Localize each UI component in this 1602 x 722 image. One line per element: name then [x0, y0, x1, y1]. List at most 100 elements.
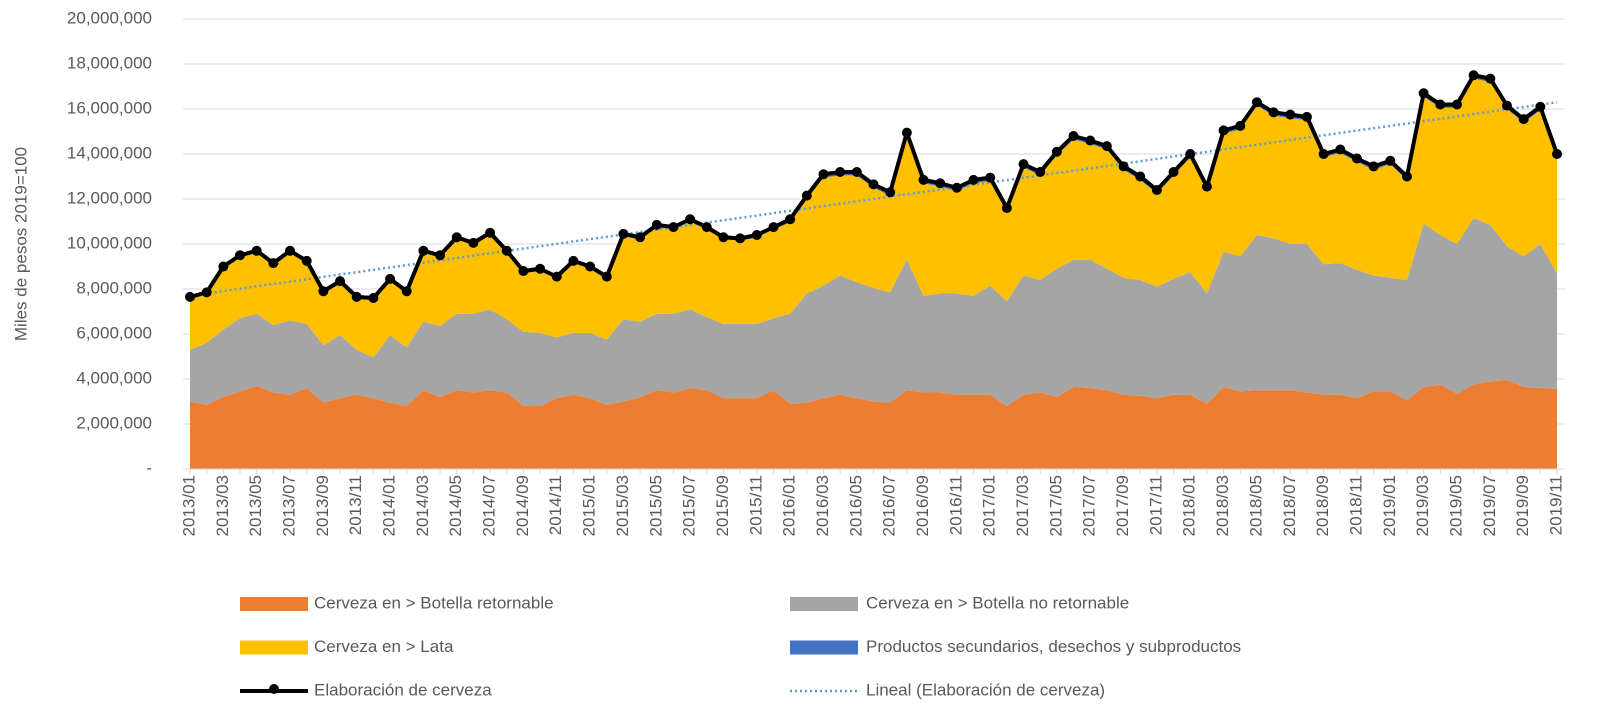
- marker: [351, 291, 362, 302]
- marker: [335, 276, 346, 287]
- marker: [418, 245, 429, 256]
- x-tick-label: 2016/05: [846, 475, 865, 536]
- marker: [435, 250, 446, 261]
- marker: [1468, 70, 1479, 81]
- x-tick-label: 2016/01: [780, 475, 799, 536]
- marker: [451, 232, 462, 243]
- marker: [1401, 171, 1412, 182]
- x-tick-label: 2019/05: [1446, 475, 1465, 536]
- y-tick-label: 10,000,000: [67, 233, 152, 252]
- marker: [551, 271, 562, 282]
- marker: [1168, 167, 1179, 177]
- marker: [485, 227, 496, 238]
- marker: [235, 250, 246, 261]
- marker: [401, 286, 412, 297]
- marker: [885, 187, 896, 198]
- x-tick-label: 2015/05: [646, 475, 665, 536]
- marker: [1151, 185, 1162, 195]
- marker: [701, 222, 712, 233]
- x-tick-label: 2018/01: [1180, 475, 1199, 536]
- x-tick-label: 2015/11: [746, 475, 765, 535]
- marker: [1068, 131, 1079, 141]
- x-tick-label: 2018/09: [1313, 475, 1332, 536]
- marker: [985, 172, 996, 183]
- area: [190, 380, 1557, 469]
- y-tick-label: 18,000,000: [67, 53, 152, 72]
- y-tick-label: 12,000,000: [67, 188, 152, 207]
- marker: [535, 263, 546, 274]
- marker: [368, 293, 379, 303]
- marker: [1185, 149, 1196, 159]
- legend-label: Productos secundarios, desechos y subpro…: [866, 637, 1241, 656]
- marker: [1351, 153, 1362, 164]
- marker: [201, 287, 212, 298]
- x-tick-label: 2018/05: [1246, 475, 1265, 536]
- marker: [1135, 171, 1146, 182]
- marker: [185, 291, 195, 302]
- y-axis-label: Miles de pesos 2019=100: [11, 147, 30, 341]
- legend-swatch: [240, 640, 308, 655]
- legend-label: Cerveza en > Botella no retornable: [866, 593, 1129, 612]
- marker: [1268, 107, 1279, 118]
- marker: [1335, 144, 1346, 155]
- marker: [218, 261, 229, 272]
- marker: [1451, 99, 1462, 110]
- legend-label: Cerveza en > Botella retornable: [314, 593, 554, 612]
- marker: [285, 245, 296, 256]
- marker: [1018, 159, 1029, 170]
- x-tick-label: 2017/01: [980, 475, 999, 536]
- x-tick-label: 2015/03: [613, 475, 632, 536]
- legend-label: Elaboración de cerveza: [314, 680, 492, 699]
- y-tick-label: 14,000,000: [67, 143, 152, 162]
- marker: [868, 179, 879, 190]
- x-tick-label: 2014/01: [380, 475, 399, 536]
- x-tick-label: 2015/01: [580, 475, 599, 536]
- marker: [1085, 135, 1096, 146]
- x-tick-label: 2018/03: [1213, 475, 1232, 536]
- marker: [501, 245, 512, 256]
- x-tick-label: 2013/03: [213, 475, 232, 536]
- marker: [918, 174, 929, 185]
- marker: [951, 182, 962, 193]
- marker: [1385, 155, 1396, 166]
- marker: [751, 230, 762, 240]
- x-tick-label: 2016/09: [913, 475, 932, 536]
- marker: [1035, 167, 1046, 177]
- marker: [1535, 101, 1546, 112]
- marker: [1218, 125, 1229, 136]
- legend-marker: [269, 684, 279, 694]
- x-tick-label: 2014/07: [480, 475, 499, 536]
- marker: [968, 174, 979, 185]
- x-tick-label: 2018/11: [1346, 475, 1365, 535]
- area: [190, 78, 1557, 358]
- marker: [735, 233, 746, 244]
- marker: [901, 127, 912, 138]
- x-tick-label: 2019/03: [1413, 475, 1432, 536]
- y-tick-label: 16,000,000: [67, 98, 152, 117]
- marker: [518, 266, 529, 276]
- x-tick-label: 2017/11: [1146, 475, 1165, 535]
- marker: [301, 255, 312, 266]
- y-tick-label: 20,000,000: [67, 8, 152, 27]
- y-tick-label: 8,000,000: [76, 278, 152, 297]
- marker: [601, 271, 612, 282]
- y-tick-label: 4,000,000: [76, 368, 152, 387]
- x-tick-label: 2017/05: [1046, 475, 1065, 536]
- x-tick-label: 2017/07: [1080, 475, 1099, 536]
- x-tick-label: 2016/11: [946, 475, 965, 535]
- marker: [251, 245, 262, 256]
- marker: [1235, 120, 1246, 131]
- x-tick-label: 2015/07: [680, 475, 699, 536]
- marker: [1051, 146, 1062, 157]
- marker: [1301, 111, 1312, 122]
- marker: [785, 214, 796, 225]
- marker: [1368, 161, 1379, 172]
- x-tick-label: 2014/11: [546, 475, 565, 535]
- marker: [685, 214, 696, 225]
- x-tick-label: 2019/07: [1480, 475, 1499, 536]
- legend-swatch: [790, 640, 858, 655]
- x-tick-label: 2013/07: [280, 475, 299, 536]
- marker: [1435, 99, 1446, 110]
- marker: [385, 273, 396, 284]
